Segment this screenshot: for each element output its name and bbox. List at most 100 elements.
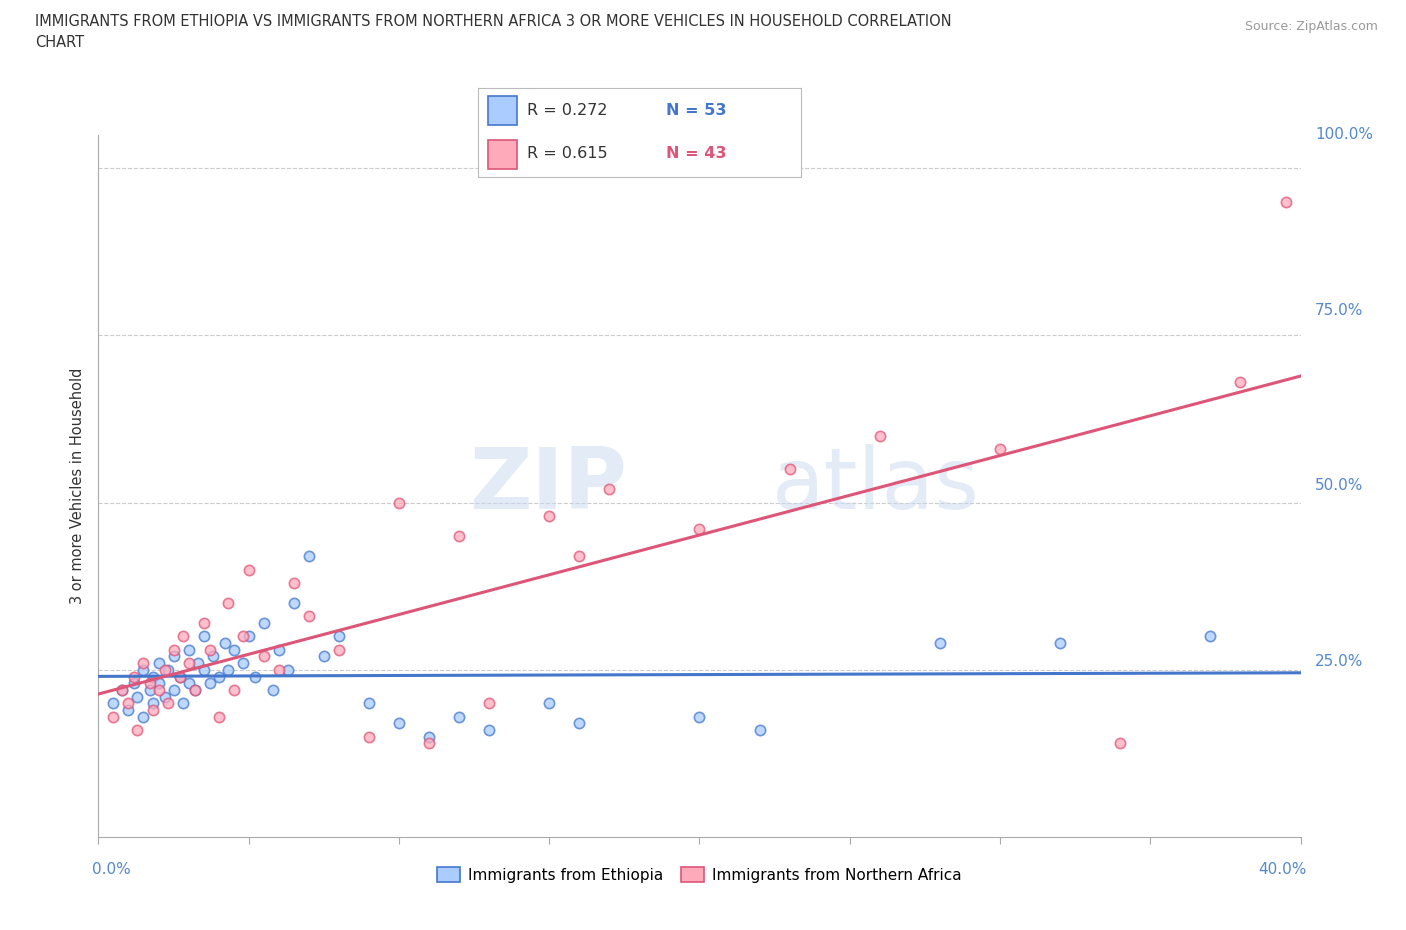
Point bbox=[193, 616, 215, 631]
Point bbox=[232, 629, 254, 644]
Point bbox=[748, 723, 770, 737]
Point bbox=[103, 710, 125, 724]
Point bbox=[187, 656, 209, 671]
Point bbox=[478, 696, 501, 711]
Point bbox=[148, 676, 170, 691]
Point bbox=[177, 643, 200, 658]
Point bbox=[177, 656, 200, 671]
Legend: Immigrants from Ethiopia, Immigrants from Northern Africa: Immigrants from Ethiopia, Immigrants fro… bbox=[432, 861, 967, 889]
Point bbox=[148, 683, 170, 698]
Point bbox=[869, 429, 891, 444]
Point bbox=[253, 649, 276, 664]
Point bbox=[217, 595, 239, 610]
Point bbox=[172, 696, 194, 711]
Point bbox=[153, 689, 176, 704]
Point bbox=[132, 662, 155, 677]
Point bbox=[162, 683, 184, 698]
Text: 25.0%: 25.0% bbox=[1315, 654, 1364, 669]
Point bbox=[138, 676, 160, 691]
Point bbox=[447, 710, 470, 724]
Point bbox=[141, 669, 163, 684]
Text: R = 0.272: R = 0.272 bbox=[527, 103, 607, 118]
Point bbox=[538, 696, 561, 711]
Point bbox=[117, 702, 139, 717]
Point bbox=[538, 509, 561, 524]
Point bbox=[132, 656, 155, 671]
Point bbox=[1109, 736, 1132, 751]
Point bbox=[328, 643, 350, 658]
Point bbox=[779, 462, 801, 477]
Point bbox=[568, 716, 591, 731]
Point bbox=[183, 683, 205, 698]
Point bbox=[169, 669, 191, 684]
Point bbox=[103, 696, 125, 711]
Point bbox=[388, 716, 411, 731]
Point bbox=[1199, 629, 1222, 644]
Point bbox=[162, 649, 184, 664]
Point bbox=[328, 629, 350, 644]
Point bbox=[141, 696, 163, 711]
Point bbox=[132, 710, 155, 724]
Point bbox=[277, 662, 299, 677]
Point bbox=[238, 562, 260, 577]
Point bbox=[929, 635, 952, 650]
Point bbox=[312, 649, 335, 664]
Point bbox=[222, 683, 245, 698]
Text: 75.0%: 75.0% bbox=[1315, 303, 1364, 318]
Text: 40.0%: 40.0% bbox=[1258, 861, 1306, 877]
Point bbox=[688, 522, 710, 537]
Point bbox=[447, 528, 470, 543]
Point bbox=[598, 482, 620, 497]
Point bbox=[208, 710, 231, 724]
Text: ZIP: ZIP bbox=[470, 445, 627, 527]
Point bbox=[1274, 194, 1296, 209]
Point bbox=[232, 656, 254, 671]
Y-axis label: 3 or more Vehicles in Household: 3 or more Vehicles in Household bbox=[70, 367, 86, 604]
Point bbox=[198, 643, 221, 658]
Point bbox=[283, 576, 305, 591]
Text: IMMIGRANTS FROM ETHIOPIA VS IMMIGRANTS FROM NORTHERN AFRICA 3 OR MORE VEHICLES I: IMMIGRANTS FROM ETHIOPIA VS IMMIGRANTS F… bbox=[35, 14, 952, 50]
Point bbox=[214, 635, 236, 650]
Text: N = 53: N = 53 bbox=[665, 103, 725, 118]
Point bbox=[357, 729, 380, 744]
Point bbox=[156, 696, 179, 711]
Point bbox=[172, 629, 194, 644]
Point bbox=[124, 676, 146, 691]
Point bbox=[183, 683, 205, 698]
Point bbox=[148, 656, 170, 671]
Text: atlas: atlas bbox=[772, 445, 980, 527]
Point bbox=[568, 549, 591, 564]
Text: R = 0.615: R = 0.615 bbox=[527, 146, 607, 161]
Point bbox=[298, 549, 321, 564]
Text: 100.0%: 100.0% bbox=[1315, 127, 1374, 142]
Point bbox=[357, 696, 380, 711]
Point bbox=[162, 643, 184, 658]
Point bbox=[111, 683, 134, 698]
Point bbox=[267, 643, 290, 658]
Point bbox=[169, 669, 191, 684]
Point bbox=[208, 669, 231, 684]
Point bbox=[267, 662, 290, 677]
Point bbox=[688, 710, 710, 724]
Point bbox=[127, 689, 149, 704]
Point bbox=[243, 669, 266, 684]
Point bbox=[1229, 375, 1251, 390]
Point bbox=[153, 662, 176, 677]
Point bbox=[418, 729, 440, 744]
Point bbox=[1049, 635, 1071, 650]
Point bbox=[298, 609, 321, 624]
Point bbox=[117, 696, 139, 711]
Point bbox=[193, 629, 215, 644]
Point bbox=[222, 643, 245, 658]
Point bbox=[177, 676, 200, 691]
Point bbox=[201, 649, 224, 664]
Point bbox=[193, 662, 215, 677]
Text: 0.0%: 0.0% bbox=[93, 861, 131, 877]
Point bbox=[111, 683, 134, 698]
Point bbox=[262, 683, 284, 698]
Text: Source: ZipAtlas.com: Source: ZipAtlas.com bbox=[1244, 20, 1378, 33]
Point bbox=[124, 669, 146, 684]
Point bbox=[217, 662, 239, 677]
Bar bbox=[488, 140, 517, 168]
Point bbox=[238, 629, 260, 644]
